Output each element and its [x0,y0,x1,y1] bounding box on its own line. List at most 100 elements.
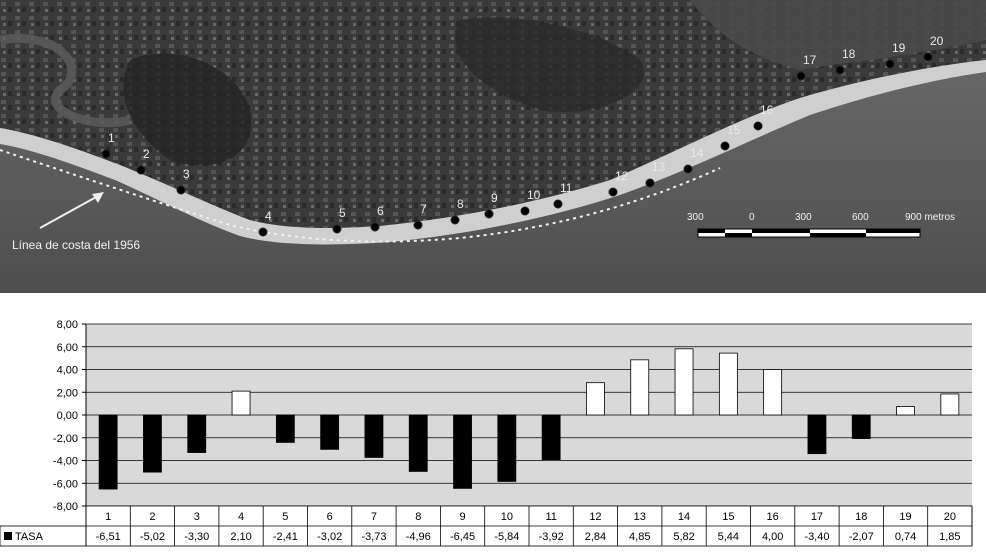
bar [320,414,340,450]
bar [275,414,295,443]
survey-point-label: 19 [892,41,906,55]
survey-point-label: 13 [652,160,666,174]
x-tick-label: 11 [545,511,556,523]
data-label: 1,85 [939,531,960,543]
data-label: -2,41 [273,531,298,543]
data-label: -3,40 [804,531,829,543]
river-delta [690,0,986,70]
survey-point-label: 11 [560,181,573,195]
data-label: -6,45 [450,531,475,543]
bar [851,414,871,439]
bar [98,414,118,490]
data-label: -3,73 [361,531,386,543]
data-label: 5,44 [718,531,739,543]
survey-point [258,227,268,237]
survey-point [484,209,494,219]
survey-point-label: 4 [265,209,272,223]
legend-swatch [4,532,12,540]
marsh [455,17,644,112]
x-tick-label: 13 [634,511,646,523]
aerial-photo: Línea de costa del 1956 300 0 300 600 90… [0,0,986,293]
x-tick-label: 12 [589,511,601,523]
survey-point-label: 17 [803,53,817,67]
x-tick-label: 14 [678,511,690,523]
y-tick-label: 8,00 [57,319,78,331]
data-label: -5,84 [494,531,519,543]
x-tick-label: 18 [855,511,867,523]
data-label: -5,02 [140,531,165,543]
river [0,34,132,128]
x-tick-label: 7 [371,511,377,523]
y-tick-label: 6,00 [57,342,78,354]
survey-point [923,52,933,62]
x-tick-label: 3 [194,511,200,523]
survey-point [413,220,423,230]
bar [143,414,162,473]
survey-point [520,206,530,216]
data-table: 1 -6,51 2 -5,02 3 -3,30 4 2,10 5 -2,41 6 -3,02 7 -3,7… [0,505,973,547]
bar [807,414,827,455]
x-tick-label: 6 [327,511,333,523]
y-tick-label: 2,00 [57,387,78,399]
survey-point [796,71,806,81]
survey-point-label: 7 [420,202,427,216]
bars [98,348,960,490]
survey-point [645,178,655,188]
y-tick-label: -4,00 [53,456,78,468]
x-tick-label: 8 [415,511,421,523]
survey-point [753,121,763,131]
bar [586,382,605,416]
survey-point-label: 5 [339,206,346,220]
x-tick-label: 9 [459,511,465,523]
x-tick-label: 5 [282,511,288,523]
survey-point [370,222,380,232]
survey-point-label: 8 [457,197,464,211]
table-legend-cell [0,525,87,547]
bar [408,414,428,472]
beach [0,60,986,245]
scale-label: 300 [687,212,704,223]
data-label: -2,07 [849,531,874,543]
survey-point-label: 10 [527,188,541,202]
x-tick-label: 2 [149,511,155,523]
survey-point [553,199,563,209]
y-tick-label: -6,00 [53,478,78,490]
data-label: 2,10 [230,531,251,543]
bar [896,406,915,416]
bar [231,390,251,416]
x-tick-label: 4 [238,511,244,523]
bar [718,352,738,416]
survey-point [101,149,111,159]
survey-point [136,165,146,175]
data-label: -3,30 [184,531,209,543]
y-tick-label: -2,00 [53,433,78,445]
x-tick-label: 20 [944,511,956,523]
arrow-head [92,192,104,203]
rate-chart: 8,00 6,00 4,00 2,00 0,00 -2,00 -4,00 -6,00 -8,00… [0,319,973,547]
survey-point [332,224,342,234]
scale-label: 300 [795,212,812,223]
survey-point-label: 3 [183,167,190,181]
survey-point [176,185,186,195]
y-tick-label: 4,00 [57,365,78,377]
marsh [123,53,252,166]
survey-point-label: 16 [760,103,774,117]
survey-point-label: 15 [727,123,741,137]
legend-label: TASA [15,531,44,543]
bar [497,414,517,482]
data-label: 2,84 [585,531,606,543]
x-tick-label: 1 [105,511,111,523]
y-tick-label: -8,00 [53,501,78,513]
x-tick-label: 19 [899,511,911,523]
survey-point-label: 6 [377,204,384,218]
bar [763,369,783,416]
survey-point [608,187,618,197]
photo-caption: Línea de costa del 1956 [12,238,140,252]
data-label: 5,82 [673,531,694,543]
x-tick-label: 17 [811,511,823,523]
bar [541,414,561,460]
land [0,0,986,228]
survey-point [450,215,460,225]
scale-label: 600 [852,212,869,223]
